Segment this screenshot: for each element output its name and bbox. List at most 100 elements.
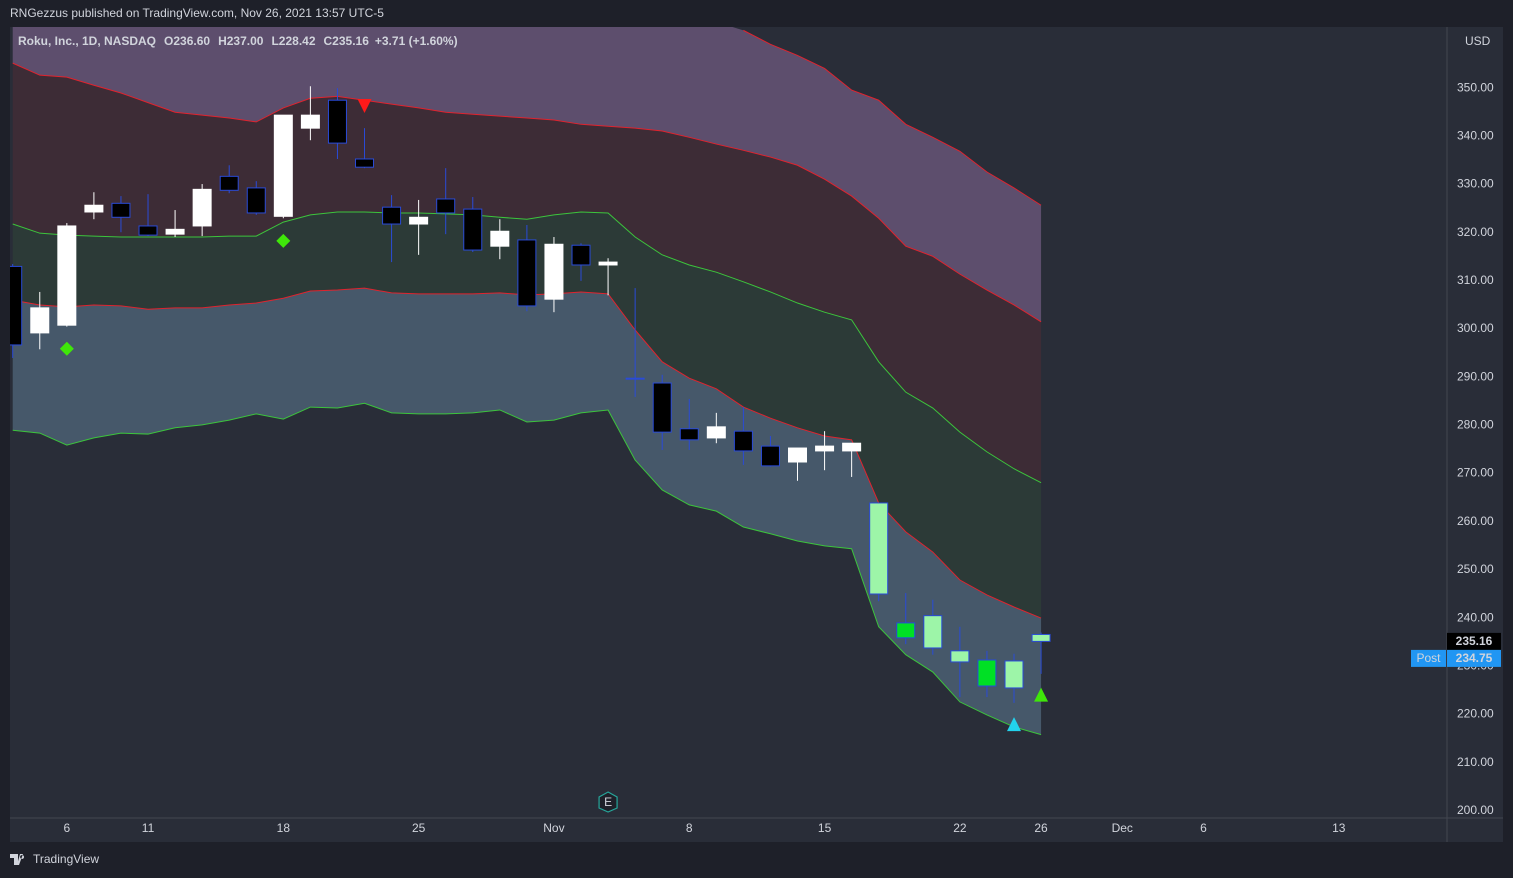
candle-body [788, 447, 808, 463]
x-tick-label: 6 [63, 821, 70, 835]
y-tick-label: 270.00 [1457, 466, 1494, 480]
x-tick-label: Nov [543, 821, 564, 835]
y-tick-label: 220.00 [1457, 707, 1494, 721]
y-tick-label: 350.00 [1457, 80, 1494, 94]
price-label-name: Post [1416, 651, 1441, 665]
x-tick-label: 22 [953, 821, 967, 835]
band-line [743, 29, 1042, 206]
candle-body [138, 225, 158, 236]
logo-icon [10, 854, 25, 865]
plot-area [10, 27, 1051, 736]
band-fill [12, 288, 1042, 735]
candle-body [246, 187, 266, 214]
y-tick-label: 210.00 [1457, 755, 1494, 769]
candle-body [165, 228, 185, 235]
candle-body [679, 428, 699, 441]
price-label-box [1447, 649, 1501, 667]
publisher: RNGezzus published on TradingView.com, N… [10, 6, 384, 20]
y-tick-label: 320.00 [1457, 225, 1494, 239]
price-label: 235.16 [1456, 634, 1493, 648]
candle-body [10, 265, 23, 346]
candle-body [896, 622, 916, 639]
candle-body [30, 307, 50, 334]
candle-body [544, 243, 564, 300]
y-tick-label: 330.00 [1457, 177, 1494, 191]
price-label-box [1447, 632, 1501, 650]
x-tick-label: 13 [1332, 821, 1346, 835]
ohlc-key: H [218, 34, 227, 48]
candle-body [815, 445, 835, 452]
x-tick-label: 11 [142, 821, 155, 835]
candle-body [463, 208, 483, 251]
earnings-shape [598, 791, 618, 813]
candle-body [273, 114, 293, 217]
candle-body [733, 430, 753, 452]
candle-body [219, 175, 239, 191]
candle-body [706, 426, 726, 439]
signal-marker [1034, 687, 1049, 702]
candle-body [923, 615, 943, 649]
y-tick-label: 280.00 [1457, 418, 1494, 432]
candle-body [192, 188, 212, 227]
candle-body [57, 225, 77, 326]
y-tick-label: 340.00 [1457, 129, 1494, 143]
candle-body [490, 230, 510, 247]
ohlc-value: 236.60 [173, 34, 210, 48]
candle-body [355, 158, 375, 168]
ohlc-key: O [164, 34, 173, 48]
candle-body [436, 198, 456, 214]
band-line [12, 211, 1042, 484]
band-line [12, 402, 1042, 736]
candle-body [327, 99, 347, 144]
ohlc-value: 235.16 [332, 34, 369, 48]
signal-marker [357, 99, 372, 114]
signal-marker [59, 341, 74, 356]
candle-body [598, 261, 618, 266]
y-tick-label: 240.00 [1457, 610, 1494, 624]
candle-body [842, 442, 862, 452]
candle-body [84, 204, 104, 213]
x-tick-label: 8 [686, 821, 693, 835]
band-fill [12, 27, 1042, 322]
x-tick-label: 25 [412, 821, 426, 835]
symbol: Roku, Inc., 1D, NASDAQ [18, 34, 156, 48]
candle-body [760, 445, 780, 467]
candle-body [517, 239, 537, 307]
x-tick-label: Dec [1112, 821, 1133, 835]
x-tick-label: 15 [818, 821, 832, 835]
footer-logo[interactable]: TradingView [10, 852, 99, 866]
candle-body [950, 650, 970, 663]
ohlc-value: 237.00 [227, 34, 264, 48]
y-tick-label: 250.00 [1457, 562, 1494, 576]
currency[interactable]: USD [1465, 34, 1491, 48]
price-label: 234.75 [1456, 651, 1493, 665]
y-tick-label: 300.00 [1457, 321, 1494, 335]
candle-body [652, 382, 672, 433]
candle-body [869, 502, 889, 595]
earnings-label: E [604, 795, 612, 809]
ohlc-value: 228.42 [279, 34, 316, 48]
band-fill [12, 211, 1042, 619]
change: +3.71 (+1.60%) [375, 34, 458, 48]
y-tick-label: 290.00 [1457, 369, 1494, 383]
candle-body [382, 206, 402, 225]
ohlc-key: L [271, 34, 278, 48]
band-line [12, 62, 1042, 323]
footer-text: TradingView [33, 852, 99, 866]
y-tick-label: 260.00 [1457, 514, 1494, 528]
candle-body [300, 114, 320, 129]
y-tick-label: 310.00 [1457, 273, 1494, 287]
candle-body [409, 216, 429, 225]
ohlc-key: C [324, 34, 333, 48]
earnings-badge[interactable]: E [598, 791, 618, 813]
x-tick-label: 6 [1200, 821, 1207, 835]
x-tick-label: 18 [277, 821, 291, 835]
price-label-tag [1411, 649, 1446, 667]
x-tick-label: 26 [1034, 821, 1048, 835]
candle-body [625, 377, 645, 380]
legend-header: Roku, Inc., 1D, NASDAQ O236.60 H237.00 L228… [18, 34, 458, 48]
candle-body [1031, 633, 1051, 642]
candle-body [977, 659, 997, 687]
